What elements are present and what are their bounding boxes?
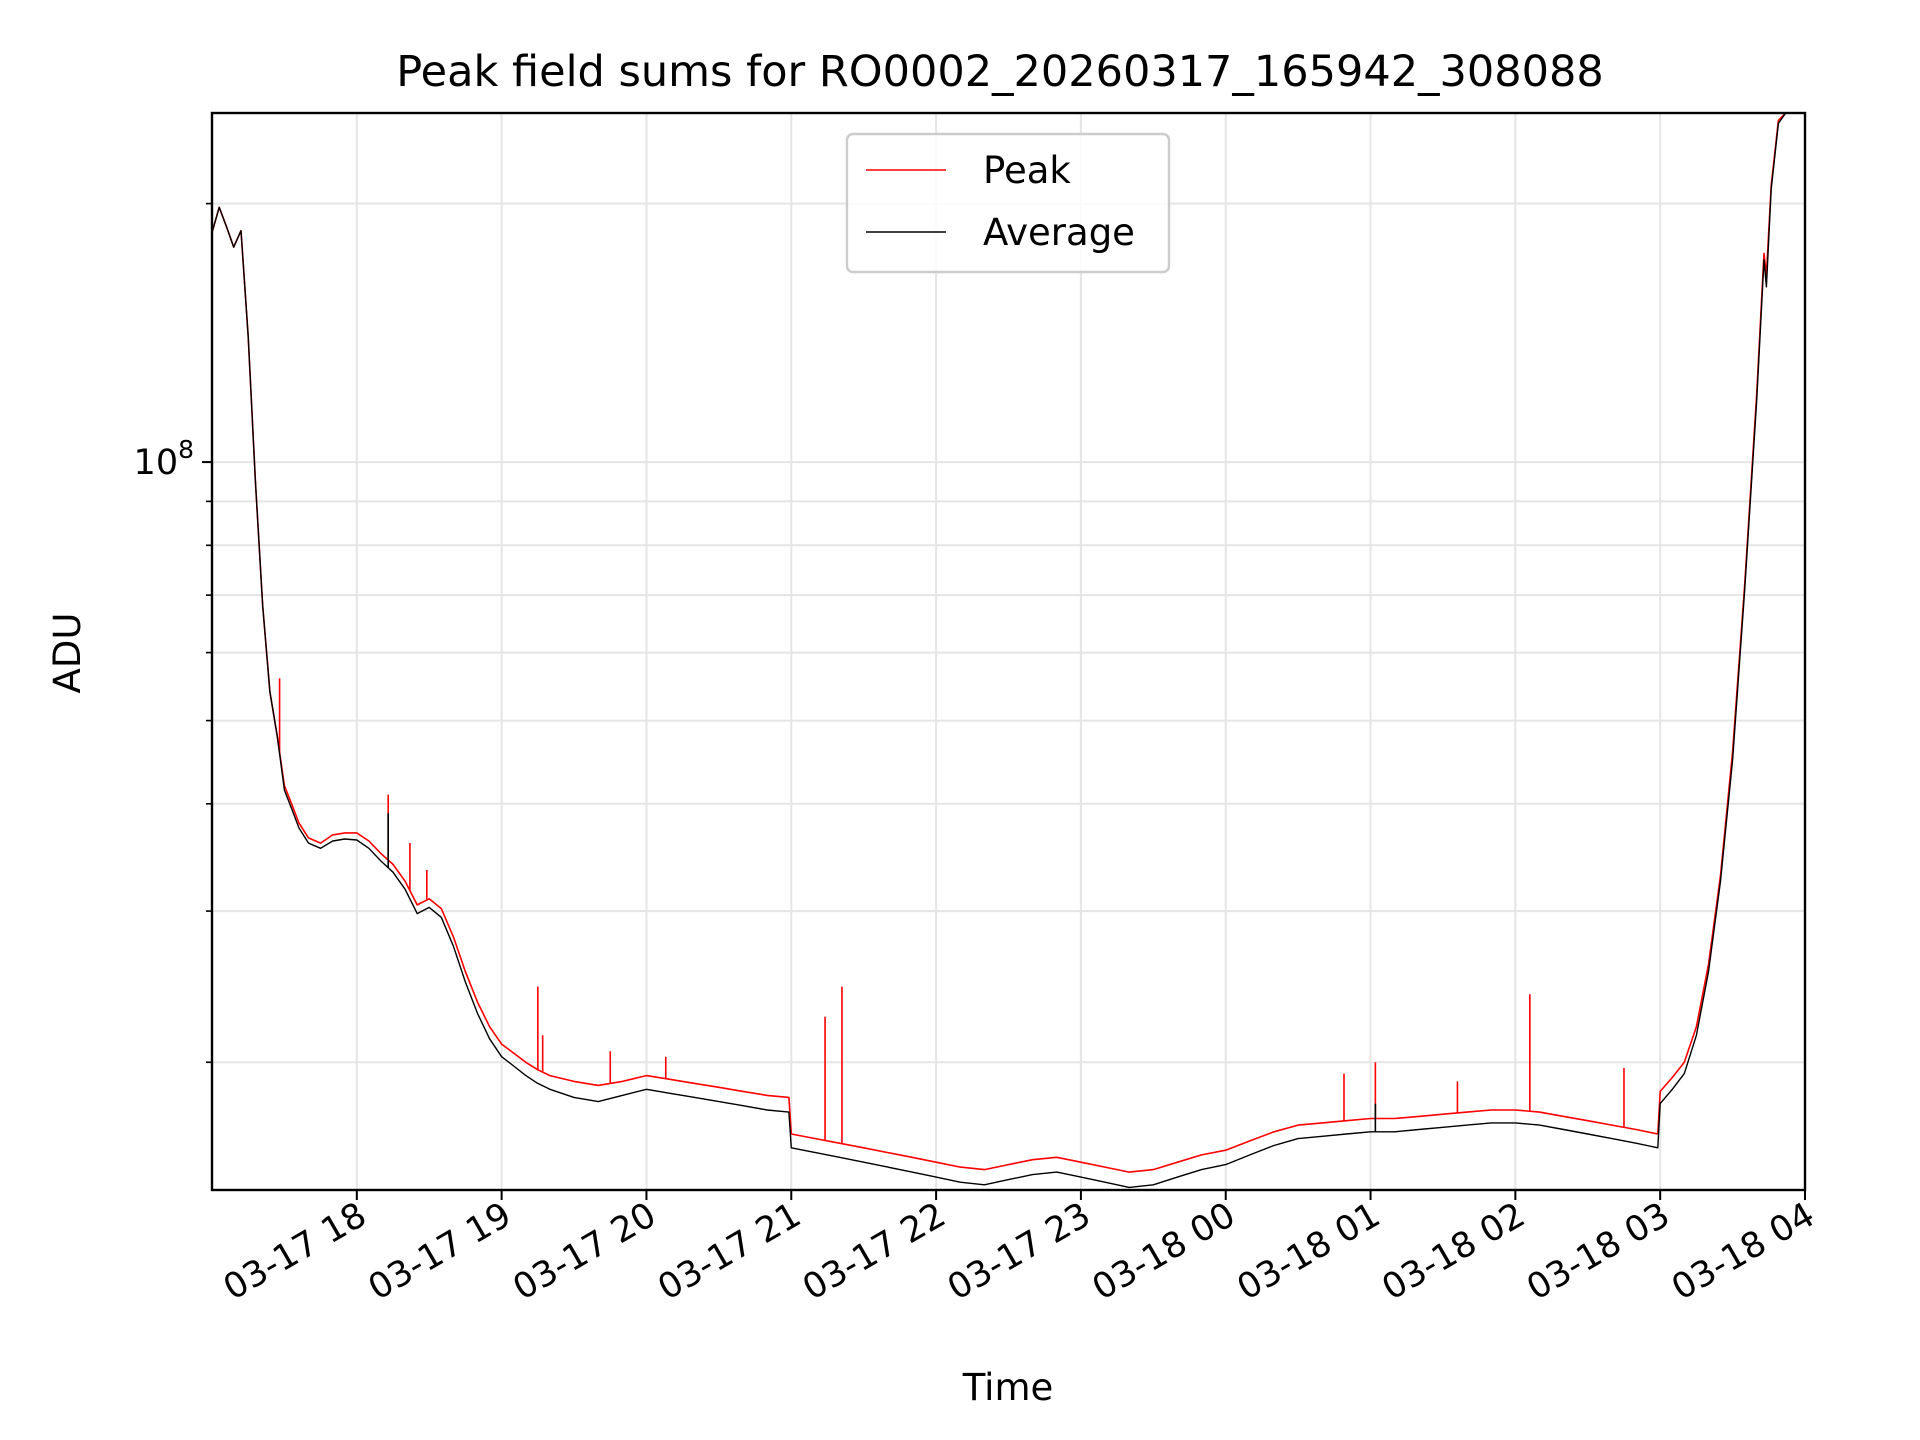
chart-title: Peak field sums for RO0002_20260317_1659… xyxy=(396,47,1603,97)
legend-label-average: Average xyxy=(983,211,1135,254)
plot-frame xyxy=(210,111,1807,1192)
plot-area xyxy=(212,113,1787,1189)
legend-label-peak: Peak xyxy=(983,149,1071,192)
y-axis-label: ADU xyxy=(46,613,89,694)
series-line-peak xyxy=(212,113,1787,1173)
series-line-average xyxy=(212,113,1787,1189)
legend-box xyxy=(845,132,1171,274)
legend: Peak Average xyxy=(845,132,1171,274)
series-average xyxy=(212,113,1787,1189)
x-axis-label: Time xyxy=(962,1366,1054,1409)
